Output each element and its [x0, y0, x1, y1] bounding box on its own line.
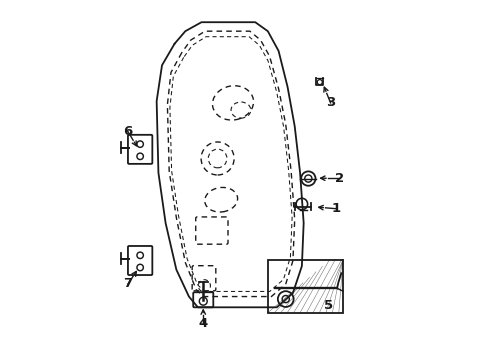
Bar: [267, 260, 343, 313]
Text: 5: 5: [324, 299, 333, 312]
Text: 3: 3: [325, 96, 334, 109]
Text: 1: 1: [331, 202, 340, 215]
Text: 2: 2: [334, 172, 344, 185]
Text: 4: 4: [198, 317, 207, 330]
Text: 7: 7: [123, 278, 132, 291]
Text: 6: 6: [123, 125, 132, 138]
